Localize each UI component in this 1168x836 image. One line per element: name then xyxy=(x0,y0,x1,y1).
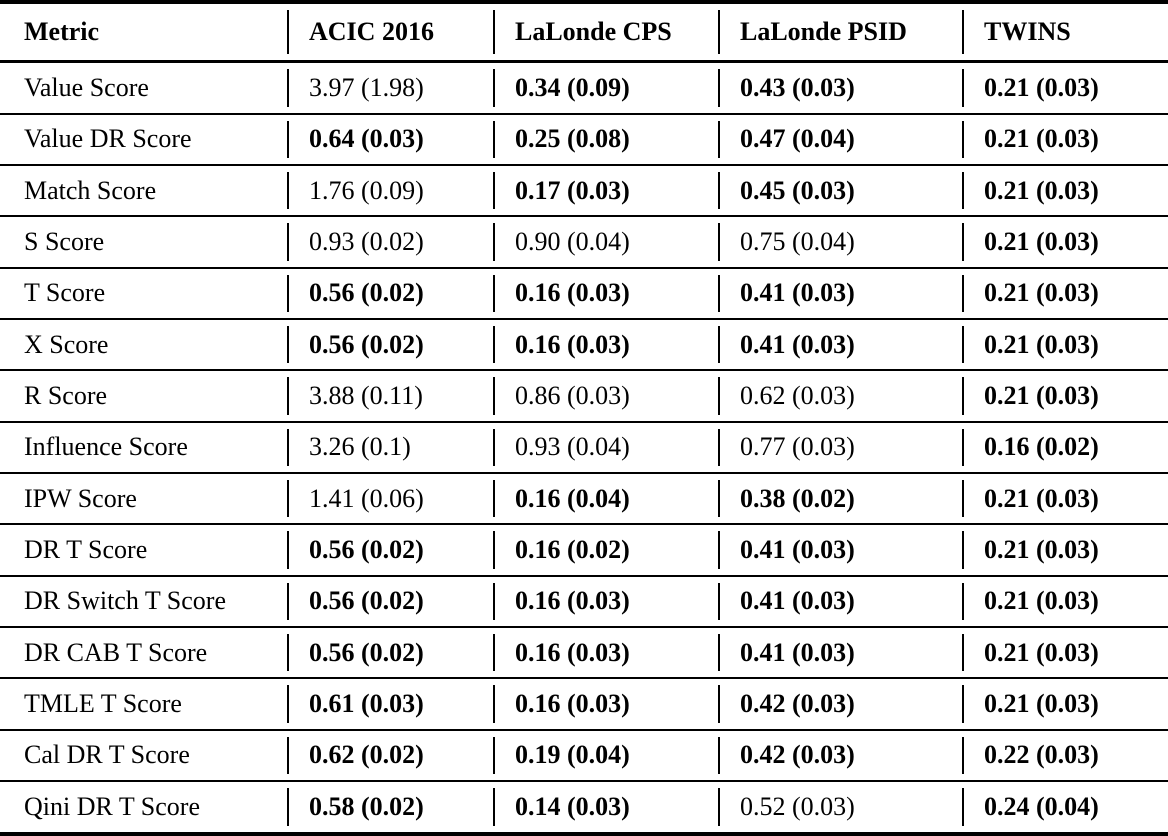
value-cell: 0.86 (0.03) xyxy=(493,370,718,423)
table-row: Cal DR T Score 0.62 (0.02) 0.19 (0.04) 0.42… xyxy=(0,729,1168,783)
table-row: IPW Score 1.41 (0.06) 0.16 (0.04) 0.38 (0.0… xyxy=(0,473,1168,526)
table-row: Value DR Score 0.64 (0.03) 0.25 (0.08) 0.47… xyxy=(0,113,1168,166)
metric-cell: Cal DR T Score xyxy=(0,729,287,783)
value-cell: 0.77 (0.03) xyxy=(718,421,962,475)
metric-cell: Value Score xyxy=(0,61,287,115)
value-cell: 0.45 (0.03) xyxy=(718,164,962,218)
metric-cell: TMLE T Score xyxy=(0,678,287,731)
value-cell: 0.41 (0.03) xyxy=(718,575,962,629)
table-row: DR Switch T Score 0.56 (0.02) 0.16 (0.03) 0… xyxy=(0,575,1168,629)
metric-cell: Qini DR T Score xyxy=(24,792,200,822)
value-cell: 0.58 (0.02) xyxy=(287,781,493,834)
table-row: S Score 0.93 (0.02) 0.90 (0.04) 0.75 (0.04)… xyxy=(0,216,1168,269)
value-cell: 0.93 (0.04) xyxy=(493,421,718,475)
value-cell: 1.41 (0.06) xyxy=(287,473,493,526)
value-cell: 0.19 (0.04) xyxy=(493,729,718,783)
value-cell: 0.56 (0.02) xyxy=(287,267,493,320)
value-cell: 0.43 (0.03) xyxy=(718,61,962,115)
value-cell: 0.34 (0.09) xyxy=(493,61,718,115)
table-row: TMLE T Score 0.61 (0.03) 0.16 (0.03) 0.42 (… xyxy=(0,678,1168,731)
value-cell: 0.16 (0.03) xyxy=(493,575,718,629)
column-header: LaLonde PSID xyxy=(718,2,962,63)
value-cell: 0.21 (0.03) xyxy=(962,524,1168,577)
value-cell: 0.21 (0.03) xyxy=(962,678,1168,731)
value-cell: 3.26 (0.1) xyxy=(287,421,493,475)
value-cell: 0.62 (0.03) xyxy=(718,370,962,423)
metric-cell: T Score xyxy=(0,267,287,320)
value-cell: 0.16 (0.03) xyxy=(493,267,718,320)
value-cell: 0.21 (0.03) xyxy=(962,61,1168,115)
value-cell: 0.16 (0.03) xyxy=(493,678,718,731)
value-cell: 0.56 (0.02) xyxy=(287,575,493,629)
value-cell: 0.21 (0.03) xyxy=(962,473,1168,526)
value-cell: 0.41 (0.03) xyxy=(718,524,962,577)
table-body: Value Score 3.97 (1.98) 0.34 (0.09) 0.43 (0… xyxy=(0,61,1168,835)
column-header: Metric xyxy=(0,2,287,63)
value-cell: 3.88 (0.11) xyxy=(287,370,493,423)
metric-cell: R Score xyxy=(0,370,287,423)
value-cell: 0.21 (0.03) xyxy=(962,113,1168,166)
metric-cell: DR CAB T Score xyxy=(0,627,287,680)
metric-cell: DR Switch T Score xyxy=(0,575,287,629)
metric-cell: X Score xyxy=(0,318,287,372)
metric-cell: IPW Score xyxy=(0,473,287,526)
value-cell: 0.25 (0.08) xyxy=(493,113,718,166)
table-row: Influence Score 3.26 (0.1) 0.93 (0.04) 0.77… xyxy=(0,421,1168,475)
value-cell: 0.17 (0.03) xyxy=(493,164,718,218)
metric-cell: Value DR Score xyxy=(0,113,287,166)
metric-cell: DR T Score xyxy=(0,524,287,577)
value-cell: 0.90 (0.04) xyxy=(493,216,718,269)
value-cell: 3.97 (1.98) xyxy=(287,61,493,115)
value-cell: 0.42 (0.03) xyxy=(718,729,962,783)
metric-cell: S Score xyxy=(0,216,287,269)
value-cell: 0.64 (0.03) xyxy=(287,113,493,166)
value-cell: 0.61 (0.03) xyxy=(287,678,493,731)
metric-cell: Match Score xyxy=(0,164,287,218)
value-cell: 0.21 (0.03) xyxy=(962,318,1168,372)
value-cell: 0.21 (0.03) xyxy=(962,575,1168,629)
value-cell: 0.56 (0.02) xyxy=(287,627,493,680)
value-cell: 0.62 (0.02) xyxy=(287,729,493,783)
column-header: LaLonde CPS xyxy=(493,2,718,63)
table-row: DR CAB T Score 0.56 (0.02) 0.16 (0.03) 0.41… xyxy=(0,627,1168,680)
table-row: X Score 0.56 (0.02) 0.16 (0.03) 0.41 (0.03)… xyxy=(0,318,1168,372)
value-cell: 0.14 (0.03) xyxy=(493,781,718,834)
value-cell: 1.76 (0.09) xyxy=(287,164,493,218)
value-cell: 0.56 (0.02) xyxy=(287,318,493,372)
value-cell: 0.21 (0.03) xyxy=(962,267,1168,320)
table-row: DR T Score 0.56 (0.02) 0.16 (0.02) 0.41 (0.… xyxy=(0,524,1168,577)
header-row: Metric ACIC 2016 LaLonde CPS LaLonde PSID TW… xyxy=(0,2,1168,63)
value-cell: 0.16 (0.03) xyxy=(493,627,718,680)
value-cell: 0.41 (0.03) xyxy=(718,267,962,320)
value-cell: 0.75 (0.04) xyxy=(718,216,962,269)
value-cell: 0.16 (0.03) xyxy=(493,318,718,372)
value-cell: 0.21 (0.03) xyxy=(962,216,1168,269)
value-cell: 0.21 (0.03) xyxy=(962,370,1168,423)
value-cell: 0.22 (0.03) xyxy=(962,729,1168,783)
value-cell: 0.16 (0.02) xyxy=(493,524,718,577)
table-row: Match Score 1.76 (0.09) 0.17 (0.03) 0.45 (0… xyxy=(0,164,1168,218)
column-header: TWINS xyxy=(962,2,1168,63)
table-row: R Score 3.88 (0.11) 0.86 (0.03) 0.62 (0.03)… xyxy=(0,370,1168,423)
value-cell: 0.41 (0.03) xyxy=(718,627,962,680)
column-header: ACIC 2016 xyxy=(287,2,493,63)
value-cell: 0.41 (0.03) xyxy=(718,318,962,372)
table-row: Qini DR T Score 0.58 (0.02) 0.14 (0.03) 0.5… xyxy=(0,781,1168,834)
table-row: T Score 0.56 (0.02) 0.16 (0.03) 0.41 (0.03)… xyxy=(0,267,1168,320)
value-cell: 0.24 (0.04) xyxy=(962,781,1168,834)
value-cell: 0.56 (0.02) xyxy=(287,524,493,577)
metric-cell: Influence Score xyxy=(0,421,287,475)
value-cell: 0.38 (0.02) xyxy=(718,473,962,526)
value-cell: 0.52 (0.03) xyxy=(718,781,962,834)
value-cell: 0.42 (0.03) xyxy=(718,678,962,731)
value-cell: 0.93 (0.02) xyxy=(287,216,493,269)
value-cell: 0.47 (0.04) xyxy=(718,113,962,166)
value-cell: 0.16 (0.04) xyxy=(493,473,718,526)
value-cell: 0.21 (0.03) xyxy=(962,627,1168,680)
table-row: Value Score 3.97 (1.98) 0.34 (0.09) 0.43 (0… xyxy=(0,61,1168,115)
value-cell: 0.21 (0.03) xyxy=(962,164,1168,218)
value-cell: 0.16 (0.02) xyxy=(962,421,1168,475)
